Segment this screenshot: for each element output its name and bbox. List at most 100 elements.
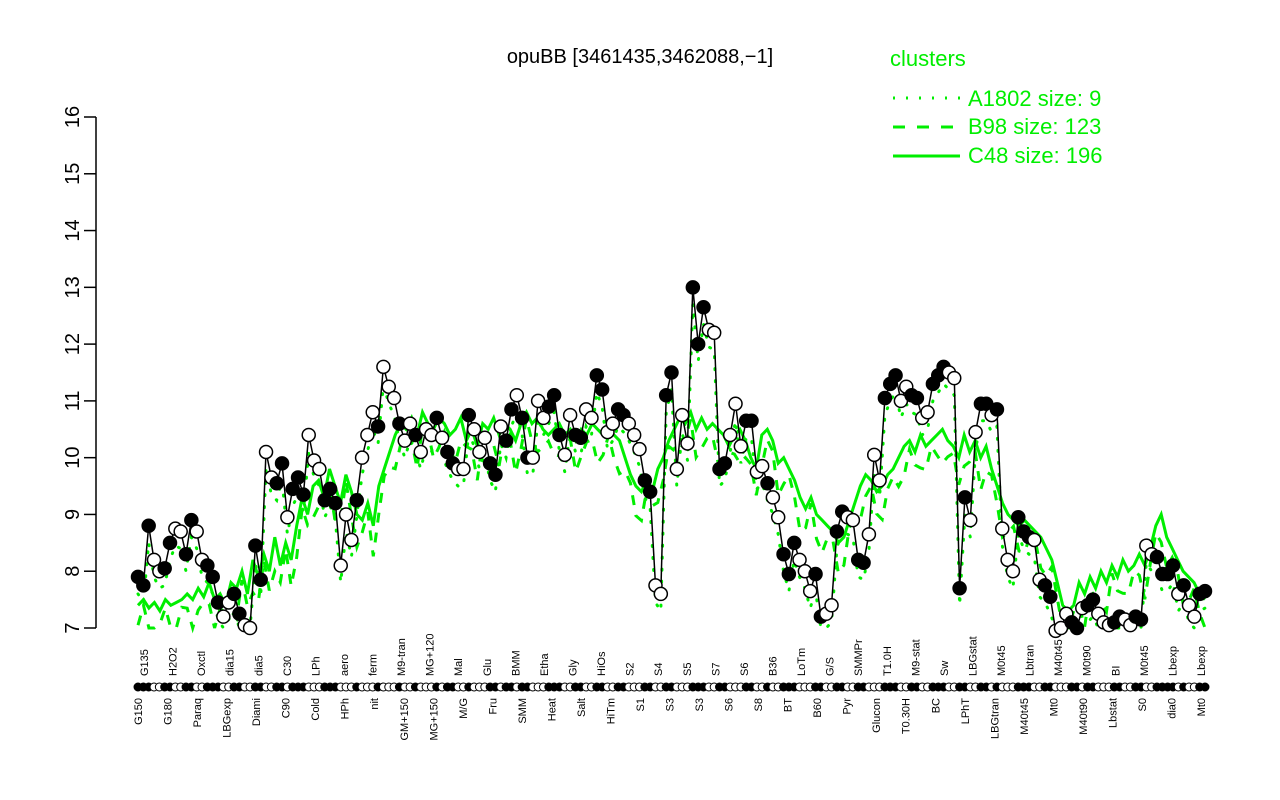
cluster-b98-line	[136, 418, 1207, 634]
data-point	[722, 427, 738, 443]
data-point	[456, 461, 471, 477]
data-point	[242, 620, 258, 636]
data-point	[872, 473, 887, 488]
data-point	[776, 546, 791, 562]
data-point	[525, 450, 541, 465]
x-label-top: M40t45	[1053, 639, 1065, 676]
data-point	[296, 487, 311, 502]
data-point	[562, 407, 578, 423]
data-point	[162, 535, 178, 551]
x-label-bottom: Fru	[487, 698, 499, 715]
data-point	[733, 439, 749, 454]
data-point	[664, 365, 679, 380]
data-point	[829, 524, 845, 539]
x-label-top: G135	[139, 649, 151, 676]
data-point	[360, 427, 375, 443]
data-point	[344, 532, 359, 548]
x-label-top: M0t90	[1082, 645, 1094, 676]
x-label-bottom: BC	[930, 698, 942, 713]
data-point	[461, 407, 477, 423]
y-tick-label: 13	[62, 276, 84, 298]
data-point	[808, 566, 823, 582]
y-tick-label: 15	[62, 163, 84, 185]
data-point	[760, 475, 775, 491]
x-label-top: M0t45	[996, 645, 1008, 676]
x-label-top: S2	[625, 663, 637, 676]
x-label-top: dia15	[225, 649, 237, 676]
data-point	[370, 419, 386, 434]
data-point	[963, 512, 978, 528]
x-label-top: aero	[339, 654, 351, 676]
x-label-bottom: S8	[753, 698, 765, 711]
x-label-bottom: Glucon	[871, 698, 883, 733]
data-point	[269, 475, 284, 491]
data-point	[301, 427, 316, 443]
data-point	[995, 521, 1010, 536]
data-point	[173, 524, 188, 539]
x-label-top: BI	[1110, 666, 1122, 676]
data-point	[328, 495, 343, 511]
x-label-top: Lbexp	[1167, 646, 1179, 676]
data-point	[594, 382, 610, 397]
legend-title: clusters	[890, 46, 966, 71]
x-label-bottom: LBGexp	[222, 698, 234, 738]
x-label-bottom: Mt0	[1048, 698, 1060, 716]
data-point	[349, 493, 364, 508]
data-point	[989, 402, 1005, 417]
data-point	[280, 510, 295, 525]
data-point	[589, 368, 605, 383]
x-label-top: M9-tran	[396, 638, 408, 676]
y-tick-label: 16	[62, 106, 84, 128]
x-label-top: MG+120	[425, 634, 437, 677]
data-point	[488, 467, 503, 482]
x-label-top: B36	[768, 656, 780, 676]
data-point	[968, 424, 983, 440]
data-point	[157, 561, 172, 576]
x-label-bottom: C90	[281, 698, 293, 718]
data-point	[1197, 583, 1213, 599]
data-point	[1176, 578, 1191, 593]
data-point	[786, 535, 802, 551]
data-point	[717, 456, 733, 471]
data-point	[514, 410, 530, 426]
data-point	[354, 450, 370, 465]
x-label-top: C30	[282, 656, 294, 676]
data-point	[141, 518, 156, 534]
data-point	[1187, 609, 1202, 624]
data-point	[1005, 563, 1021, 579]
data-point	[1027, 532, 1042, 548]
cluster-lines	[136, 304, 1207, 634]
data-point	[413, 444, 429, 460]
x-label-bottom: M40t45	[1019, 698, 1031, 735]
x-label-bottom: Diami	[251, 698, 263, 726]
data-point	[477, 430, 493, 446]
x-label-top: G/S	[825, 657, 837, 676]
data-point	[653, 586, 669, 602]
data-point	[338, 507, 354, 522]
x-label-top: M0t45	[1139, 645, 1151, 676]
x-label-top: Oxctl	[196, 651, 208, 676]
data-point	[685, 280, 701, 295]
cluster-a1802-line	[136, 304, 1207, 631]
data-point	[765, 490, 781, 505]
x-label-bottom: G180	[163, 698, 175, 725]
x-label-bottom: BT	[783, 698, 795, 712]
data-point	[386, 390, 402, 406]
legend: clusters A1802 size: 9 B98 size: 123 C48…	[890, 46, 1103, 168]
x-label-bottom: Salt	[576, 698, 588, 717]
x-label-top: M9-stat	[910, 639, 922, 676]
data-point	[642, 484, 658, 499]
data-point	[626, 427, 642, 443]
data-point	[1133, 612, 1149, 627]
data-point	[952, 581, 967, 596]
data-point	[957, 490, 973, 505]
x-label-top: Lbtran	[1025, 645, 1037, 676]
data-point	[274, 456, 290, 471]
x-label-top: Glu	[482, 659, 494, 676]
legend-entry-b98: B98 size: 123	[968, 114, 1101, 139]
data-point	[888, 368, 903, 383]
y-tick-label: 9	[62, 509, 84, 520]
data-point	[178, 546, 194, 562]
x-label-bottom: nit	[369, 698, 381, 710]
x-label-bottom: G150	[133, 698, 145, 725]
